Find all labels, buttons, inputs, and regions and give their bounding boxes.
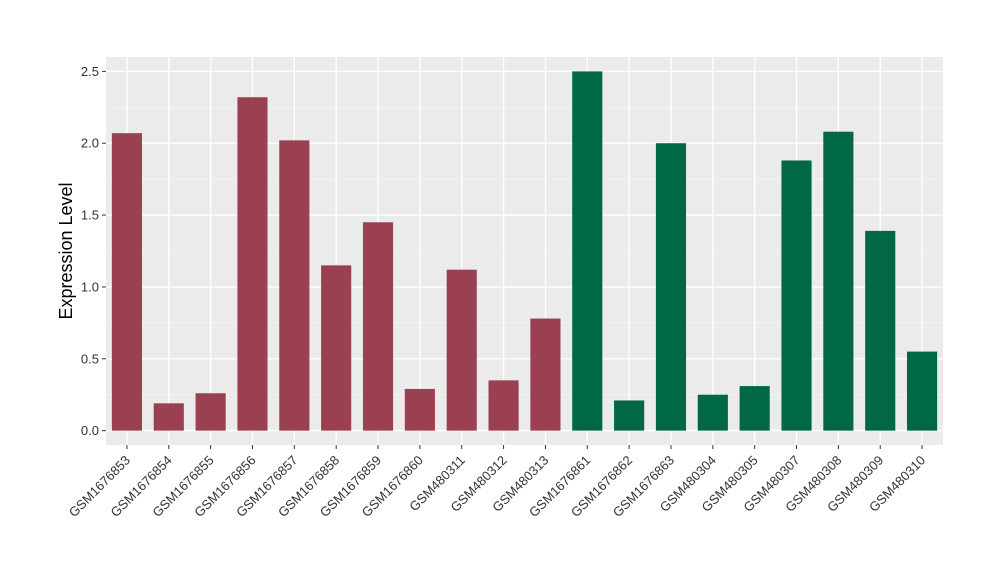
y-tick-label: 0.0 [81, 423, 99, 438]
y-tick-label: 0.5 [81, 351, 99, 366]
bar-GSM1676862 [614, 400, 645, 431]
bar-GSM480308 [823, 131, 854, 431]
bar-GSM480309 [865, 230, 896, 431]
bar-GSM480304 [697, 394, 728, 431]
bar-GSM1676856 [237, 97, 268, 431]
y-axis: 0.0 0.5 1.0 1.5 2.0 2.5 [81, 64, 106, 438]
bar-GSM1676863 [655, 143, 687, 431]
bar-GSM1676861 [572, 71, 603, 431]
bar-GSM1676853 [111, 133, 142, 431]
bar-GSM1676859 [362, 222, 394, 431]
bar-GSM1676857 [279, 140, 310, 431]
y-tick-label: 1.5 [81, 208, 99, 223]
bar-GSM480311 [446, 269, 477, 431]
y-tick-label: 2.0 [81, 136, 99, 151]
y-axis-title: Expression Level [56, 182, 76, 319]
bar-GSM480312 [488, 380, 519, 431]
bar-GSM1676858 [321, 265, 352, 431]
bar-GSM480307 [781, 160, 812, 431]
bar-GSM1676855 [195, 393, 226, 431]
bar-GSM480310 [907, 351, 938, 431]
bars [111, 71, 938, 431]
y-tick-label: 1.0 [81, 279, 99, 294]
x-axis: GSM1676853GSM1676854GSM1676855GSM1676856… [66, 445, 928, 520]
bar-GSM480313 [530, 318, 561, 431]
bar-GSM1676860 [404, 388, 435, 431]
y-tick-label: 2.5 [81, 64, 99, 79]
bar-GSM480305 [739, 386, 770, 431]
bar-GSM1676854 [153, 403, 184, 431]
